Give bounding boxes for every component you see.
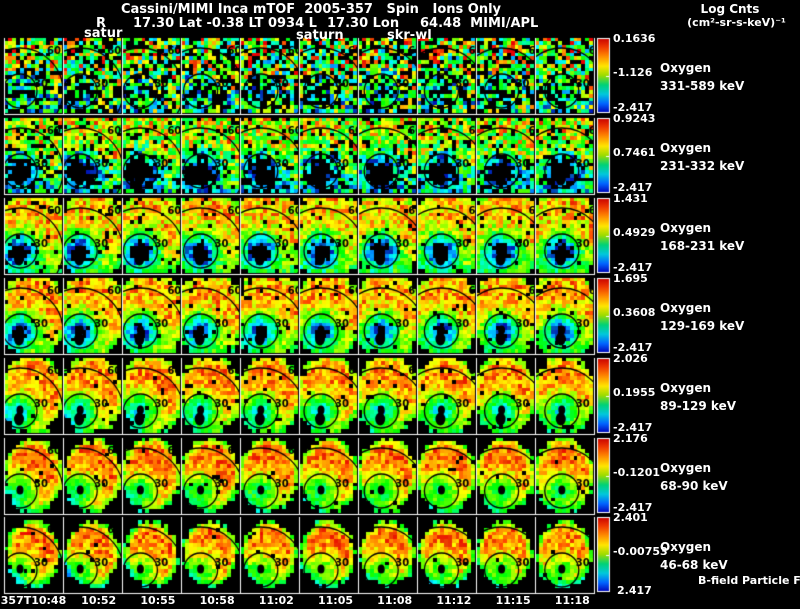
time-axis-label: 10:55	[140, 594, 176, 607]
time-axis-label: 11:15	[495, 594, 531, 607]
colorbar-max-label: 0.1636	[613, 32, 656, 45]
colorbar-min-label: 2.417	[617, 584, 652, 597]
colorbar-min-label: -2.417	[613, 421, 653, 434]
time-axis-label: 11:05	[317, 594, 354, 607]
ephemeris-lon: 17.30 Lon	[327, 16, 400, 31]
ephemeris-lat-lt: 17.30 Lat -0.38 LT 0934 L	[133, 16, 317, 31]
colorbar-max-label: 2.176	[613, 432, 648, 445]
row-species-label: Oxygen	[660, 61, 712, 75]
ephemeris-r-label: R	[96, 16, 107, 31]
colorbar-units-line2: (cm²-sr-s-keV)⁻¹	[687, 16, 786, 29]
colorbar-min-label: -2.417	[613, 341, 653, 354]
row-species-label: Oxygen	[660, 381, 712, 395]
time-axis-label: 10:52	[81, 594, 117, 607]
time-axis-label: 11:18	[554, 594, 590, 607]
overlay-saturn-label-2: saturn	[296, 28, 344, 43]
row-species-label: Oxygen	[660, 301, 712, 315]
colorbar-mid-label: -0.1201	[613, 466, 661, 479]
colorbar-max-label: 2.026	[613, 352, 648, 365]
plot-title: Cassini/MIMI Inca mTOF 2005-357 Spin Ion…	[120, 2, 502, 17]
colorbar-max-label: 2.401	[613, 511, 648, 524]
colorbar-max-label: 1.431	[613, 192, 648, 205]
colorbar-mid-label: -0.00753	[613, 545, 668, 558]
colorbar-min-label: -2.417	[613, 501, 653, 514]
colorbar-mid-label: 0.7461	[613, 146, 656, 159]
row-energy-label: 89-129 keV	[660, 399, 736, 413]
colorbar-max-label: 1.695	[613, 272, 648, 285]
row-species-label: Oxygen	[660, 221, 712, 235]
row-species-label: Oxygen	[660, 540, 712, 554]
colorbar-min-label: -2.417	[613, 101, 653, 114]
colorbar-max-label: 0.9243	[613, 112, 656, 125]
row-energy-label: 129-169 keV	[660, 319, 745, 333]
colorbar-mid-label: -1.126	[613, 66, 653, 79]
time-axis-label: 11:08	[377, 594, 413, 607]
colorbar-min-label: -2.417	[613, 261, 653, 274]
row-energy-label: 68-90 keV	[660, 479, 728, 493]
row-energy-label: 46-68 keV	[660, 558, 728, 572]
bfield-flow-label: B-field Particle Flow	[698, 574, 800, 587]
time-axis-label: 11:02	[258, 594, 294, 607]
colorbar-mid-label: 0.1955	[613, 386, 656, 399]
row-species-label: Oxygen	[660, 461, 712, 475]
row-energy-label: 168-231 keV	[660, 239, 745, 253]
time-axis-label: 10:58	[199, 594, 235, 607]
overlay-saturn-label-1: satur	[84, 26, 123, 41]
colorbar-mid-label: 0.4929	[613, 226, 656, 239]
row-species-label: Oxygen	[660, 141, 712, 155]
overlay-skr-label: skr-wl	[387, 28, 432, 43]
row-energy-label: 331-589 keV	[660, 79, 745, 93]
time-axis-label: 357T10:48	[0, 594, 67, 607]
colorbar-units-line1: Log Cnts	[700, 2, 760, 16]
colorbar-min-label: -2.417	[613, 181, 653, 194]
row-energy-label: 231-332 keV	[660, 159, 745, 173]
ephemeris-l-mimi: 64.48 MIMI/APL	[420, 16, 539, 31]
colorbar-mid-label: 0.3608	[613, 306, 656, 319]
time-axis-label: 11:12	[436, 594, 472, 607]
